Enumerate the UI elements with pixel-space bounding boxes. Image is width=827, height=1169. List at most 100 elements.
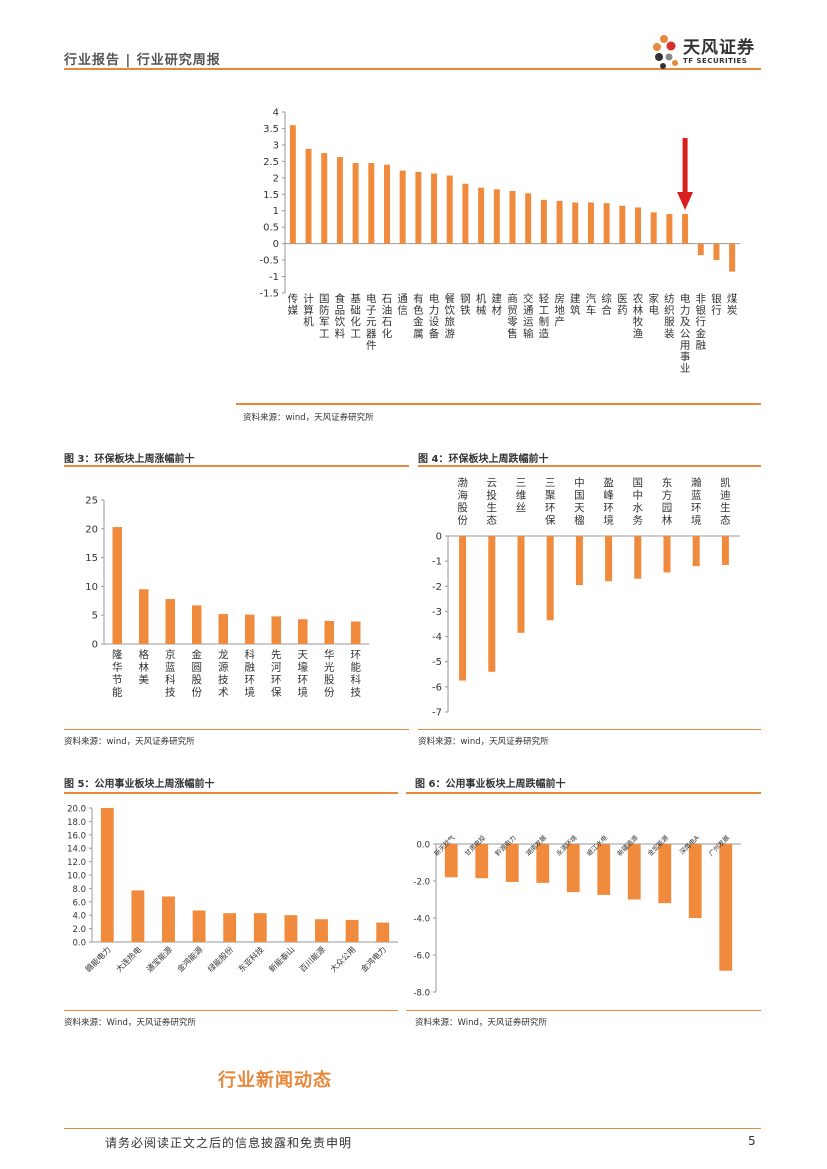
y-tick-label: 12.0: [67, 858, 86, 868]
bar-隆华节能: [112, 527, 123, 644]
bar-大众公用: [345, 919, 359, 942]
y-tick-label: 6.0: [72, 898, 86, 908]
chart3-source-divider: [64, 729, 409, 730]
y-tick-label: 10.0: [67, 872, 86, 882]
y-tick-label: 10: [85, 582, 98, 593]
x-category-label: 隆华节能: [112, 648, 123, 699]
header-divider: [64, 68, 761, 70]
bar-建筑: [572, 202, 579, 244]
bar-中国天楹: [575, 536, 583, 586]
x-category-label: 商贸零售: [507, 292, 518, 340]
chart4-title: 图 4：环保板块上周跌幅前十: [418, 454, 549, 465]
x-category-label: 房地产: [554, 292, 565, 328]
y-tick-label: 4.0: [72, 912, 86, 922]
x-category-label: 渤海股份: [457, 476, 468, 527]
bar-京蓝科技: [165, 599, 176, 644]
x-category-label: 天壕环境: [298, 649, 309, 699]
bar-建材: [493, 189, 500, 244]
chart5-source: 资料来源：Wind，天风证券研究所: [64, 1018, 196, 1028]
x-category-label: 华光股份: [324, 648, 335, 699]
x-category-label: 凯迪生态: [720, 476, 731, 527]
y-tick-label: -8.0: [413, 989, 430, 999]
x-category-label: 电力设备: [429, 292, 440, 340]
y-tick-label: -7: [432, 708, 442, 719]
y-tick-label: -2.0: [413, 878, 430, 888]
chart3-source: 资料来源：wind，天风证券研究所: [64, 737, 195, 747]
x-category-label: 金鸿能源: [175, 944, 205, 974]
x-category-label: 计算机: [303, 292, 314, 328]
y-tick-label: -5: [432, 657, 442, 668]
y-tick-label: 3: [273, 140, 279, 151]
bar-东亚科技: [253, 913, 267, 942]
x-category-label: 钢铁: [460, 292, 471, 317]
bar-环能科技: [350, 621, 361, 644]
bar-科融环境: [244, 614, 255, 644]
bar-天壕环境: [297, 619, 308, 644]
y-tick-label: -2: [432, 582, 442, 593]
x-category-label: 医药: [617, 293, 628, 317]
x-category-label: 瀚蓝环境: [691, 476, 702, 527]
x-category-label: 有色金属: [413, 292, 424, 340]
bar-汽车: [587, 202, 594, 244]
x-category-label: 食品饮料: [335, 292, 346, 340]
x-category-label: 科融环境: [245, 648, 256, 699]
bar-传媒: [289, 125, 296, 244]
x-category-label: 赣能电力: [83, 944, 113, 974]
x-category-label: 通信: [397, 293, 408, 317]
bar-食品饮料: [336, 157, 343, 244]
tf-logo-icon: [653, 35, 678, 69]
bar-餐饮旅游: [446, 175, 453, 244]
x-category-label: 综合: [601, 292, 612, 317]
x-category-label: 东方园林: [662, 476, 673, 527]
x-category-label: 交通运输: [523, 292, 534, 340]
x-category-label: 机械: [476, 292, 487, 317]
y-tick-label: 0.5: [263, 223, 279, 234]
chart-env-top-gainers: 25 20 15 10 5 0 隆华节能 格林美 京蓝科技 金圆股份 龙源技术 科融环境 先河环保 天壕环…: [85, 496, 369, 699]
x-category-label: 纺织服装: [664, 292, 675, 340]
x-category-label: 通宝能源: [144, 944, 174, 974]
x-category-label: 中国天楹: [574, 476, 585, 527]
bar-云投生态: [488, 536, 496, 672]
chart6-title-divider: [406, 792, 761, 794]
chart6-title: 图 6：公用事业板块上周跌幅前十: [415, 779, 566, 790]
x-category-label: 环能科技: [351, 649, 362, 699]
y-tick-label: 14.0: [67, 845, 86, 855]
y-tick-label: -1: [269, 272, 279, 283]
y-tick-label: -4.0: [413, 915, 430, 925]
bar-银行: [713, 243, 720, 261]
y-tick-label: -6: [432, 682, 442, 693]
bar-三聚环保: [546, 536, 554, 621]
bar-电子元器件: [368, 163, 375, 244]
chart4-source: 资料来源：wind，天风证券研究所: [418, 737, 549, 747]
x-category-label: 三聚环保: [545, 477, 556, 527]
bar-广州发展: [719, 844, 733, 971]
chart5-title: 图 5：公用事业板块上周涨幅前十: [64, 779, 215, 790]
bar-家电: [650, 212, 657, 244]
chart1-source: 资料来源：wind，天风证券研究所: [243, 413, 374, 423]
x-category-label: 煤炭: [727, 292, 738, 317]
page-number: 5: [748, 1134, 756, 1148]
bar-轻工制造: [540, 199, 547, 244]
x-category-label: 家电: [648, 292, 659, 317]
bar-先河环保: [271, 616, 282, 644]
bar-煤炭: [729, 243, 736, 272]
x-category-label: 农林牧渔: [633, 292, 644, 340]
bar-岷江水电: [597, 844, 611, 895]
bar-新疆浩源: [627, 844, 641, 900]
bar-凯迪生态: [721, 536, 729, 565]
y-tick-label: 1: [273, 206, 279, 217]
x-category-label: 云投生态: [487, 477, 498, 527]
x-category-label: 汽车: [586, 292, 597, 317]
bar-华光股份: [324, 620, 335, 644]
bar-综合: [603, 203, 610, 244]
bar-基础化工: [352, 163, 359, 244]
y-tick-label: 5: [92, 611, 98, 622]
bar-金圆股份: [191, 605, 202, 644]
x-category-label: 龙源技术: [218, 648, 229, 699]
bar-交通运输: [525, 193, 532, 244]
x-category-label: 非银行金融: [696, 293, 707, 351]
bar-电力设备: [431, 173, 438, 244]
bar-赣能电力: [100, 808, 114, 942]
x-category-label: 京蓝科技: [165, 648, 176, 699]
bar-湖南发展: [536, 844, 550, 883]
